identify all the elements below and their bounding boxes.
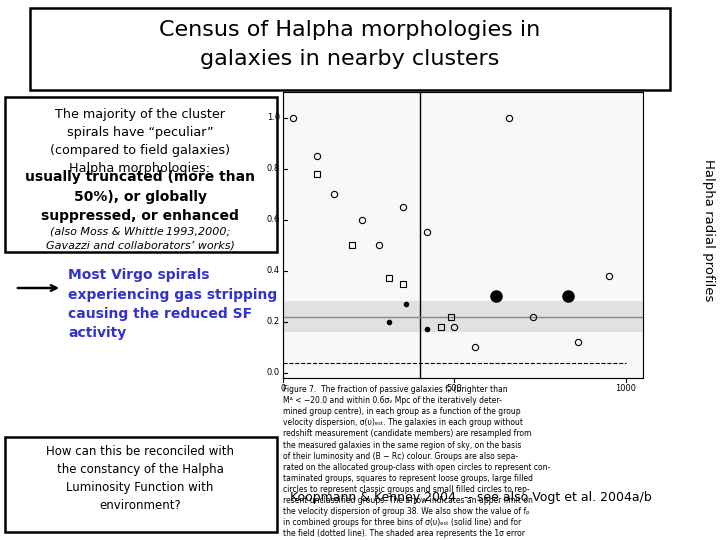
Text: Most Virgo spirals
experiencing gas stripping
causing the reduced SF
activity: Most Virgo spirals experiencing gas stri… bbox=[68, 268, 277, 341]
Text: 0: 0 bbox=[280, 384, 286, 393]
Text: Figure 7.  The fraction of passive galaxies fₚ (brighter than
Mᴬ < −20.0 and wit: Figure 7. The fraction of passive galaxi… bbox=[283, 385, 550, 540]
Text: 1000: 1000 bbox=[616, 384, 636, 393]
Text: 500: 500 bbox=[446, 384, 462, 393]
Text: How can this be reconciled with
the constancy of the Halpha
Luminosity Function : How can this be reconciled with the cons… bbox=[46, 445, 234, 512]
Text: 0.4: 0.4 bbox=[267, 266, 280, 275]
Text: Census of Halpha morphologies in: Census of Halpha morphologies in bbox=[159, 20, 541, 40]
Text: Koopmann & Kenney 2004  -- see also Vogt et al. 2004a/b: Koopmann & Kenney 2004 -- see also Vogt … bbox=[290, 491, 652, 504]
Text: usually truncated (more than
50%), or globally
suppressed, or enhanced: usually truncated (more than 50%), or gl… bbox=[25, 170, 255, 223]
Text: 0.8: 0.8 bbox=[266, 164, 280, 173]
Text: 0.6: 0.6 bbox=[266, 215, 280, 224]
Text: The majority of the cluster
spirals have “peculiar”
(compared to field galaxies): The majority of the cluster spirals have… bbox=[50, 108, 230, 175]
Bar bbox=[30, 8, 670, 90]
Text: galaxies in nearby clusters: galaxies in nearby clusters bbox=[200, 49, 500, 69]
Bar bbox=[5, 437, 277, 532]
Text: 1.0: 1.0 bbox=[267, 113, 280, 122]
Text: (also Moss & Whittle 1993,2000;
Gavazzi and collaborators’ works): (also Moss & Whittle 1993,2000; Gavazzi … bbox=[45, 227, 235, 250]
Text: Halpha radial profiles: Halpha radial profiles bbox=[701, 159, 714, 301]
Text: 0.2: 0.2 bbox=[267, 318, 280, 326]
Text: 0.0: 0.0 bbox=[267, 368, 280, 377]
Bar bbox=[283, 92, 643, 378]
Bar bbox=[283, 301, 643, 332]
Bar bbox=[5, 97, 277, 252]
